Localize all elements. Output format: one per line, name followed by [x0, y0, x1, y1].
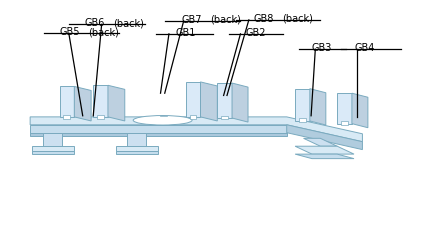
Polygon shape	[32, 146, 74, 151]
Text: GB8: GB8	[253, 14, 273, 24]
Text: (back): (back)	[281, 14, 313, 24]
Polygon shape	[310, 89, 326, 125]
Polygon shape	[352, 93, 368, 128]
Polygon shape	[200, 82, 217, 121]
Polygon shape	[43, 133, 62, 146]
Text: GB3: GB3	[312, 43, 332, 53]
Text: (back): (back)	[88, 27, 119, 37]
Polygon shape	[303, 138, 337, 146]
Text: GB2: GB2	[246, 28, 266, 38]
Text: GB1: GB1	[175, 28, 196, 38]
Text: GB7: GB7	[181, 15, 202, 25]
Polygon shape	[60, 86, 74, 117]
Polygon shape	[221, 116, 228, 119]
Polygon shape	[341, 121, 348, 125]
Ellipse shape	[133, 116, 192, 125]
Polygon shape	[186, 82, 200, 117]
Polygon shape	[295, 146, 354, 154]
Polygon shape	[127, 133, 146, 146]
Polygon shape	[30, 133, 287, 136]
Polygon shape	[189, 115, 196, 119]
Polygon shape	[97, 115, 104, 119]
Polygon shape	[93, 85, 108, 117]
Polygon shape	[337, 93, 352, 124]
Polygon shape	[295, 154, 354, 159]
Polygon shape	[74, 86, 91, 121]
Text: GB4: GB4	[354, 43, 374, 53]
Text: GB6: GB6	[85, 18, 105, 28]
Polygon shape	[116, 151, 158, 154]
Polygon shape	[217, 83, 232, 118]
Text: GB5: GB5	[60, 27, 80, 37]
Polygon shape	[295, 89, 310, 121]
Text: (back): (back)	[210, 15, 241, 25]
Polygon shape	[287, 125, 362, 150]
Polygon shape	[116, 146, 158, 151]
Polygon shape	[30, 117, 362, 142]
Polygon shape	[32, 151, 74, 154]
Polygon shape	[30, 125, 287, 133]
Polygon shape	[299, 118, 306, 122]
Polygon shape	[63, 115, 70, 119]
Polygon shape	[232, 83, 248, 122]
Polygon shape	[108, 85, 125, 121]
Text: (back): (back)	[114, 18, 144, 28]
